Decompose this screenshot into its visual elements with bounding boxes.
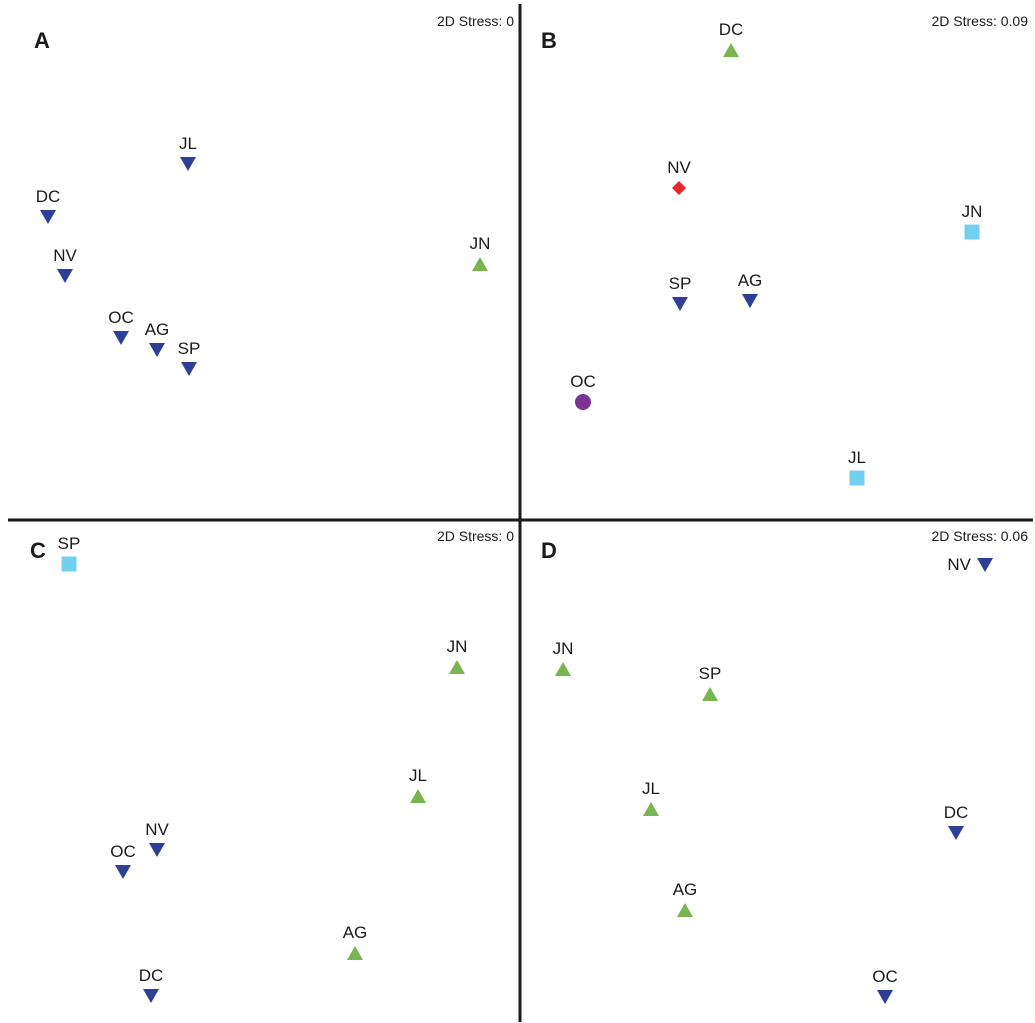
panel-a-point-jn-label: JN [470,234,491,253]
panel-d-point-oc-marker [877,990,893,1004]
panel-b-point-jl-label: JL [848,448,866,467]
panel-d: D 2D Stress: 0.06 NV JN SP JL DC AG OC [541,528,1028,1004]
panel-b-point-dc-label: DC [719,20,744,39]
panel-d-point-nv-marker [977,558,993,572]
panel-a-point-nv-marker [57,269,73,283]
panel-c-point-sp-marker [61,556,77,572]
panel-a-point-nv-label: NV [53,246,77,265]
panel-d-point-ag-label: AG [673,880,698,899]
panel-c-points: SP JN JL NV OC AG DC [58,534,468,1003]
panel-c-point-dc-marker [143,989,159,1003]
panel-b: B 2D Stress: 0.09 DC NV JN SP AG OC JL [541,13,1028,486]
panel-c-point-oc-marker [115,865,131,879]
panel-a-point-jn-marker [472,257,488,271]
panel-a-points: JL DC NV JN OC AG SP [36,134,491,376]
panel-a-point-oc-label: OC [108,308,134,327]
panel-d-point-sp-marker [702,687,718,701]
panel-c-point-jl-marker [410,789,426,803]
stress-label-d: 2D Stress: 0.06 [932,528,1029,544]
panel-a-point-ag-label: AG [145,320,170,339]
panel-b-point-sp-label: SP [669,274,692,293]
stress-label-a: 2D Stress: 0 [437,13,514,29]
panel-b-points: DC NV JN SP AG OC JL [570,20,982,486]
panel-letter-c: C [30,538,46,563]
panel-a-point-dc-label: DC [36,187,61,206]
panel-c: C 2D Stress: 0 SP JN JL NV OC AG DC [30,528,514,1003]
panel-b-point-ag-marker [742,294,758,308]
panel-a-point-dc-marker [40,210,56,224]
panel-d-point-ag-marker [677,903,693,917]
panel-b-point-dc-marker [723,43,739,57]
panel-d-point-jl-label: JL [642,779,660,798]
panel-b-point-sp-marker [672,297,688,311]
panel-c-point-sp-label: SP [58,534,81,553]
panel-d-point-dc-marker [948,826,964,840]
panel-b-point-ag-label: AG [738,271,763,290]
panel-d-point-sp-label: SP [699,664,722,683]
panel-d-points: NV JN SP JL DC AG OC [553,555,993,1004]
panel-c-point-jl-label: JL [409,766,427,785]
panel-a-point-jl-label: JL [179,134,197,153]
panel-c-point-ag-label: AG [343,923,368,942]
stress-label-c: 2D Stress: 0 [437,528,514,544]
panel-letter-a: A [34,28,50,53]
panel-d-point-oc-label: OC [872,967,898,986]
panel-b-point-oc-marker [575,394,591,410]
panel-c-point-oc-label: OC [110,842,136,861]
panel-letter-b: B [541,28,557,53]
panel-b-point-jl-marker [849,470,865,486]
panel-b-point-nv-label: NV [667,158,691,177]
panel-b-point-nv-marker [672,181,686,195]
panel-c-point-dc-label: DC [139,966,164,985]
panel-a-point-ag-marker [149,343,165,357]
panel-b-point-jn-label: JN [962,202,983,221]
panel-c-point-nv-marker [149,843,165,857]
panel-b-point-jn-marker [964,224,980,240]
panel-c-point-ag-marker [347,946,363,960]
panel-d-point-jn-label: JN [553,639,574,658]
panel-a-point-sp-marker [181,362,197,376]
panel-a-point-oc-marker [113,331,129,345]
panel-letter-d: D [541,538,557,563]
panel-a-point-jl-marker [180,157,196,171]
panel-a: A 2D Stress: 0 JL DC NV JN OC AG SP [34,13,514,376]
panel-c-point-jn-label: JN [447,637,468,656]
panel-c-point-nv-label: NV [145,820,169,839]
panel-d-point-jn-marker [555,662,571,676]
panel-d-point-nv-label: NV [947,555,971,574]
panel-a-point-sp-label: SP [178,339,201,358]
panel-b-point-oc-label: OC [570,372,596,391]
panel-c-point-jn-marker [449,660,465,674]
stress-label-b: 2D Stress: 0.09 [932,13,1029,29]
panel-d-point-dc-label: DC [944,803,969,822]
panel-d-point-jl-marker [643,802,659,816]
